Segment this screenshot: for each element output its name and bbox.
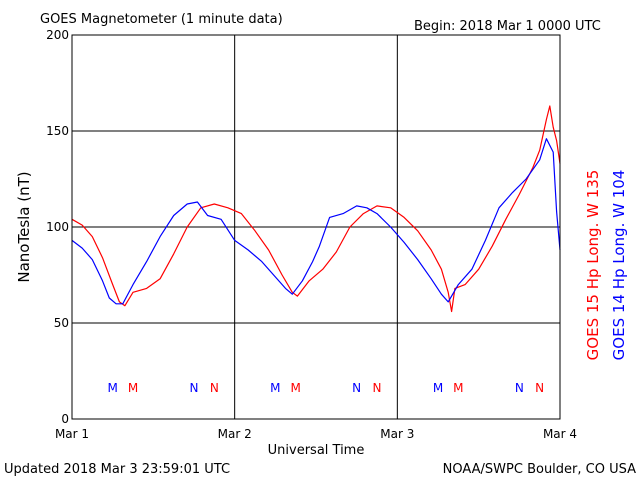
y-tick-label: 200 — [46, 28, 69, 42]
y-tick-label: 100 — [46, 220, 69, 234]
noon-marker: N — [515, 381, 524, 395]
y-tick-label: 0 — [61, 412, 69, 426]
noon-marker: N — [190, 381, 199, 395]
x-tick-label: Mar 4 — [543, 427, 577, 441]
legend-goes15: GOES 15 Hp Long. W 135 — [584, 170, 602, 361]
chart-title: GOES Magnetometer (1 minute data) — [40, 12, 283, 27]
x-tick-labels: Mar 1 Mar 2 Mar 3 Mar 4 — [55, 427, 577, 441]
x-tick-label: Mar 3 — [380, 427, 414, 441]
series-line-goes14 — [71, 138, 561, 305]
updated-time: Updated 2018 Mar 3 23:59:01 UTC — [4, 462, 230, 477]
begin-time: Begin: 2018 Mar 1 0000 UTC — [414, 19, 601, 34]
y-tick-label: 150 — [46, 124, 69, 138]
x-tick-label: Mar 1 — [55, 427, 89, 441]
x-tick-label: Mar 2 — [218, 427, 252, 441]
x-axis-label: Universal Time — [268, 443, 365, 458]
midnight-marker: M — [453, 381, 463, 395]
plot-frame — [71, 34, 561, 420]
noon-marker: N — [373, 381, 382, 395]
midnight-marker: M — [128, 381, 138, 395]
source-credit: NOAA/SWPC Boulder, CO USA — [443, 462, 636, 477]
series-line-goes15 — [71, 105, 561, 313]
y-axis-label: NanoTesla (nT) — [15, 171, 33, 282]
y-tick-labels: 0 50 100 150 200 — [46, 28, 69, 426]
data-series — [71, 105, 561, 313]
noon-marker: N — [352, 381, 361, 395]
midnight-marker: M — [433, 381, 443, 395]
grid-lines — [72, 35, 560, 419]
noon-marker: N — [210, 381, 219, 395]
midnight-marker: M — [270, 381, 280, 395]
y-tick-label: 50 — [54, 316, 69, 330]
midnight-marker: M — [290, 381, 300, 395]
legend-goes14: GOES 14 Hp Long. W 104 — [610, 170, 628, 361]
midnight-marker: M — [107, 381, 117, 395]
noon-marker: N — [535, 381, 544, 395]
